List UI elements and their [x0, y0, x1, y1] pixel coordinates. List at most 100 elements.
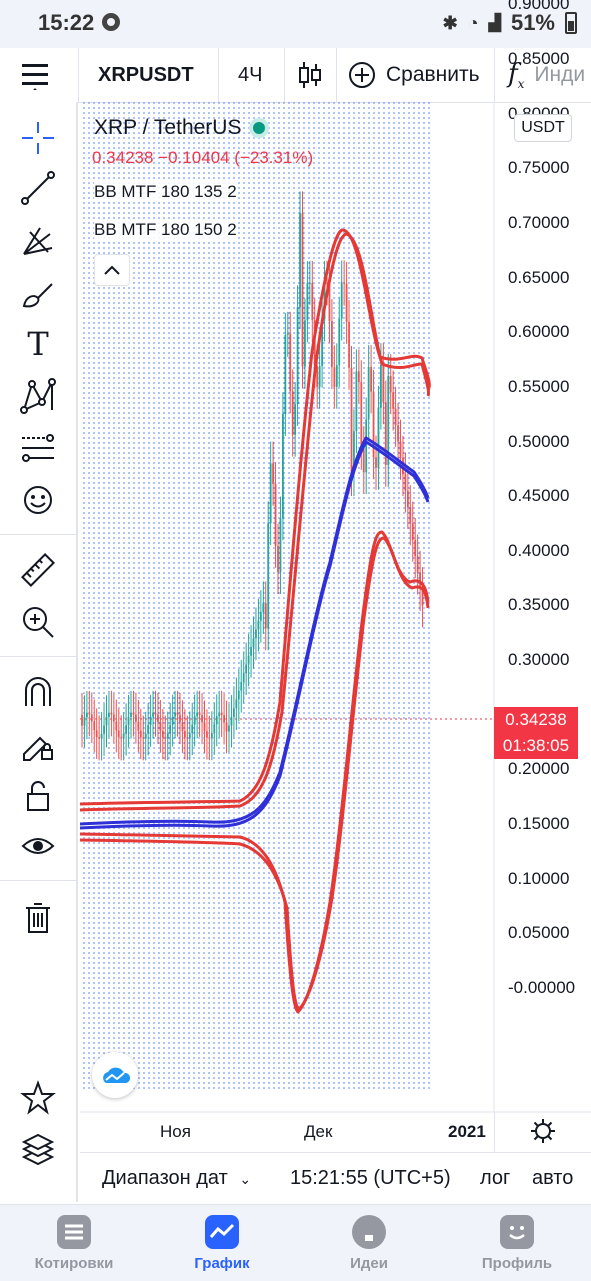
indicator-legend-2[interactable]: BB MTF 180 150 2: [94, 220, 237, 240]
menu-button[interactable]: [22, 48, 50, 102]
hide-drawings-tool[interactable]: [14, 824, 62, 868]
candle-body: [198, 712, 201, 715]
candle-body: [112, 714, 115, 722]
price-tick-label: 0.40000: [508, 540, 570, 560]
auto-scale-button[interactable]: авто: [532, 1167, 574, 1189]
price-chart[interactable]: [80, 102, 591, 1152]
candle-body: [277, 545, 279, 573]
chart-area[interactable]: 0.900000.850000.800000.750000.700000.650…: [80, 0, 591, 1152]
star-icon: [20, 1080, 56, 1115]
lock-all-tool[interactable]: [14, 774, 62, 818]
candle-body: [362, 447, 365, 473]
candle-body: [375, 457, 377, 468]
candle-body: [181, 722, 184, 732]
price-tick-label: -0.00000: [508, 978, 576, 997]
legend-title-row[interactable]: XRP / TetherUS: [94, 116, 266, 140]
candle-body: [353, 431, 355, 475]
favorites-tool[interactable]: [14, 1076, 62, 1120]
status-time: 15:22: [38, 10, 95, 35]
candle-body: [272, 463, 274, 484]
time-label-2021: 2021: [448, 1122, 486, 1141]
candle-body: [176, 712, 179, 715]
candle-body: [193, 716, 196, 725]
candle-body: [340, 282, 343, 319]
pattern-tool[interactable]: [14, 374, 62, 418]
candle-body: [372, 391, 375, 458]
nav-watchlist[interactable]: Котировки: [0, 1205, 148, 1281]
candle-body: [108, 712, 110, 718]
candle-body: [316, 366, 319, 387]
tradingview-logo-button[interactable]: [92, 1052, 138, 1098]
object-tree-tool[interactable]: [14, 1128, 62, 1172]
candle-body: [267, 523, 270, 629]
chart-type-button[interactable]: [298, 48, 322, 102]
upper-band-2: [80, 232, 430, 812]
gann-fib-tool[interactable]: [14, 218, 62, 262]
indicators-button[interactable]: fx Инди: [508, 48, 585, 102]
candle-body: [397, 425, 399, 442]
candle-body: [210, 733, 213, 739]
candle-body: [348, 321, 350, 368]
measure-tool[interactable]: [14, 548, 62, 592]
candle-body: [230, 716, 233, 726]
candle-body: [357, 371, 360, 383]
delete-drawings-tool[interactable]: [14, 896, 62, 940]
brush-tool[interactable]: [14, 272, 62, 316]
fx-icon: fx: [508, 58, 525, 92]
trend-line-tool[interactable]: [14, 166, 62, 210]
symbol-button[interactable]: XRPUSDT: [98, 63, 194, 86]
candle-body: [311, 282, 314, 321]
nav-chart[interactable]: График: [148, 1205, 296, 1281]
candle-body: [218, 712, 221, 717]
candle-body: [86, 712, 88, 718]
candle-body: [377, 407, 380, 468]
currency-label[interactable]: USDT: [514, 114, 572, 142]
candle-body: [237, 690, 240, 700]
candle-body: [264, 603, 267, 629]
emoji-tool[interactable]: [14, 478, 62, 522]
zoom-tool[interactable]: [14, 600, 62, 644]
log-scale-button[interactable]: лог: [480, 1167, 511, 1189]
date-range-button[interactable]: Диапазон дат ⌄: [102, 1167, 251, 1190]
candle-body: [215, 716, 218, 725]
candle-body: [203, 722, 206, 732]
candle-body: [184, 731, 186, 738]
nav-profile[interactable]: Профиль: [443, 1205, 591, 1281]
candle-body: [149, 716, 152, 726]
candle-body: [350, 367, 353, 475]
collapse-legend-button[interactable]: [94, 254, 130, 286]
chevron-down-icon: ⌄: [239, 1171, 252, 1187]
countdown-badge: 01:38:05: [494, 733, 578, 759]
interval-button[interactable]: 4Ч: [238, 63, 263, 86]
prediction-tool[interactable]: [14, 426, 62, 470]
legend-title: XRP / TetherUS: [94, 116, 242, 139]
crosshair-tool[interactable]: [14, 116, 62, 160]
text-tool[interactable]: T: [14, 322, 62, 366]
candle-body: [220, 712, 223, 716]
session-clock[interactable]: 15:21:55 (UTC+5): [290, 1167, 451, 1189]
eye-icon: [21, 838, 55, 854]
price-tick-label: 0.60000: [508, 322, 570, 342]
price-tick-label: 0.05000: [508, 923, 570, 943]
lightbulb-icon: [352, 1215, 386, 1249]
nav-ideas[interactable]: Идеи: [295, 1205, 443, 1281]
compare-button[interactable]: Сравнить: [348, 48, 480, 102]
candle-body: [139, 730, 142, 738]
nav-profile-label: Профиль: [481, 1255, 553, 1272]
candle-body: [174, 712, 176, 717]
chart-settings-button[interactable]: [530, 1118, 556, 1149]
candle-body: [331, 321, 333, 368]
candle-body: [345, 283, 348, 322]
price-tick-label: 0.30000: [508, 650, 570, 670]
candle-body: [414, 539, 417, 557]
lock-drawing-tool[interactable]: [14, 722, 62, 766]
drawing-toolbar: T: [0, 102, 78, 1202]
crosshair-icon: [22, 122, 54, 154]
candle-body: [225, 722, 228, 732]
candle-body: [142, 737, 145, 739]
magnet-tool[interactable]: [14, 670, 62, 714]
candle-body: [122, 733, 125, 739]
indicator-legend-1[interactable]: BB MTF 180 135 2: [94, 182, 237, 202]
zoom-in-icon: [23, 607, 54, 638]
candle-body: [186, 737, 189, 739]
